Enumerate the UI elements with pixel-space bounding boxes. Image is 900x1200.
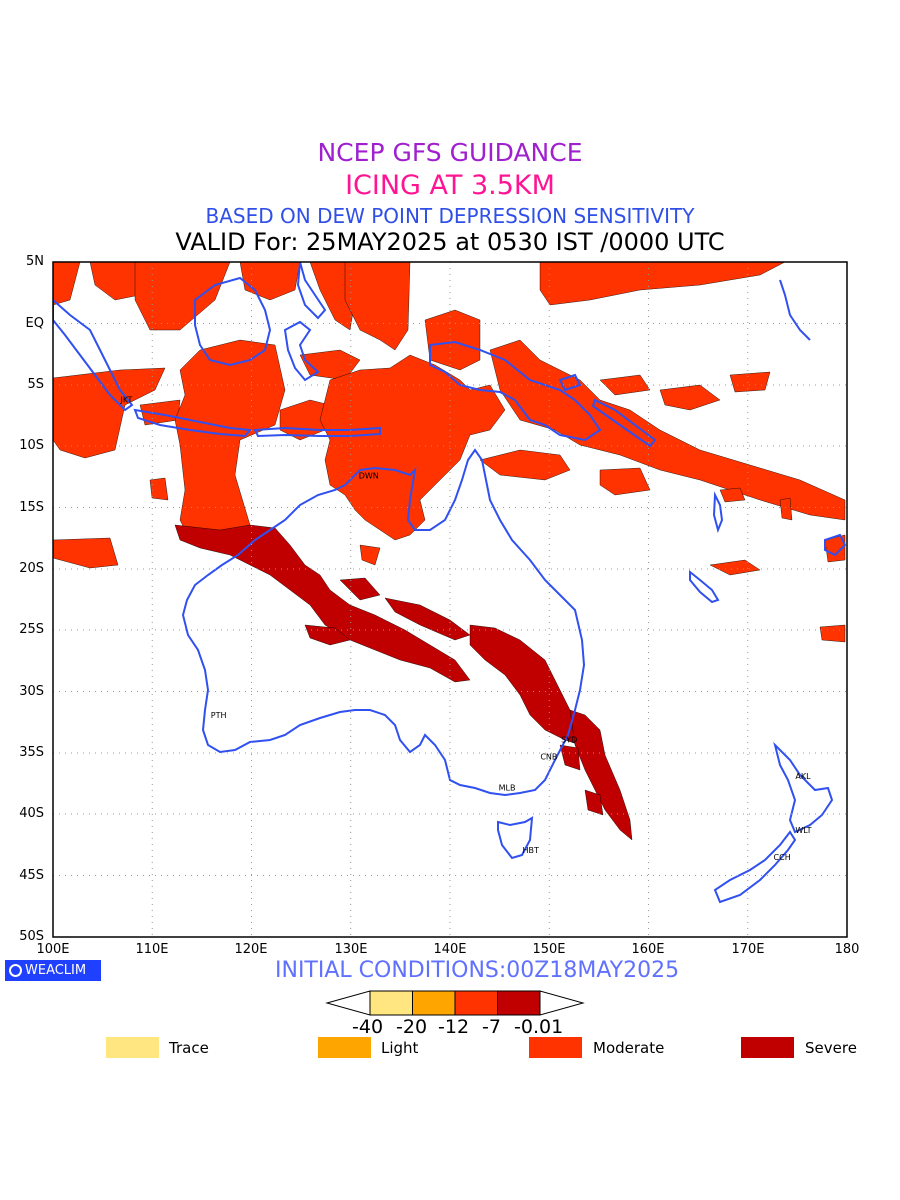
title-product: ICING AT 3.5KM (345, 170, 555, 201)
legend-label-moderate: Moderate (593, 1039, 665, 1057)
lat-label-35s: 35S (19, 745, 44, 760)
lat-label-15s: 15S (19, 500, 44, 515)
weaclim-logo[interactable]: WEACLIM (5, 960, 101, 981)
lat-label-eq: EQ (25, 316, 44, 331)
colorbar-swatch-light (412, 990, 456, 1016)
lat-label-20s: 20S (19, 561, 44, 576)
moderate-icing-areas (53, 262, 846, 643)
lat-label-45s: 45S (19, 868, 44, 883)
lon-label-100e: 100E (36, 942, 70, 957)
colorbar-swatch-moderate (454, 990, 498, 1016)
colorbar-tick-3: -12 (438, 1016, 470, 1038)
station-label-pth: PTH (211, 711, 227, 720)
station-label-cnb: CNB (540, 753, 557, 762)
colorbar-swatch-severe (497, 990, 541, 1016)
lat-label-40s: 40S (19, 806, 44, 821)
lat-label-30s: 30S (19, 684, 44, 699)
lon-label-130e: 130E (334, 942, 368, 957)
title-model: NCEP GFS GUIDANCE (317, 138, 583, 167)
lon-label-150e: 150E (532, 942, 566, 957)
legend-label-severe: Severe (805, 1039, 857, 1057)
station-label-cch: CCH (774, 853, 791, 862)
lon-label-170e: 170E (731, 942, 765, 957)
copyright-icon (9, 964, 22, 977)
legend-swatch-severe (741, 1037, 794, 1058)
colorbar-left-arrow (325, 990, 371, 1016)
station-labels: JKT DWN PTH SYD CNB MLB HBT AKL WLT CCH (119, 395, 811, 862)
colorbar (325, 990, 585, 1016)
lon-label-110e: 110E (135, 942, 169, 957)
severe-icing-areas (174, 524, 633, 841)
colorbar-tick-2: -20 (396, 1016, 428, 1038)
lat-label-10s: 10S (19, 438, 44, 453)
legend-swatch-moderate (529, 1037, 582, 1058)
legend-swatch-trace (106, 1037, 159, 1058)
station-label-wlt: WLT (795, 826, 811, 835)
lon-label-120e: 120E (234, 942, 268, 957)
station-label-akl: AKL (795, 772, 811, 781)
title-method: BASED ON DEW POINT DEPRESSION SENSITIVIT… (205, 204, 695, 228)
colorbar-tick-4: -7 (482, 1016, 501, 1038)
legend-label-light: Light (381, 1039, 419, 1057)
lon-label-180: 180 (834, 942, 860, 957)
colorbar-swatch-trace (369, 990, 413, 1016)
legend-label-trace: Trace (169, 1039, 209, 1057)
colorbar-tick-1: -40 (352, 1016, 384, 1038)
lat-label-5n: 5N (26, 254, 44, 269)
station-label-dwn: DWN (359, 472, 379, 481)
colorbar-right-arrow (539, 990, 585, 1016)
coastlines (53, 262, 847, 904)
station-label-hbt: HBT (522, 846, 539, 855)
lat-lon-grid (53, 262, 847, 937)
map-frame (52, 261, 848, 938)
station-label-mlb: MLB (499, 783, 516, 792)
title-valid-time: VALID For: 25MAY2025 at 0530 IST /0000 U… (175, 228, 725, 256)
lon-label-160e: 160E (631, 942, 665, 957)
initial-conditions: INITIAL CONDITIONS:00Z18MAY2025 (275, 958, 680, 983)
logo-text: WEACLIM (25, 963, 87, 978)
lat-label-5s: 5S (27, 377, 44, 392)
station-label-syd: SYD (561, 735, 577, 744)
lon-label-140e: 140E (433, 942, 467, 957)
lat-label-25s: 25S (19, 622, 44, 637)
station-label-jkt: JKT (119, 395, 132, 404)
legend-swatch-light (318, 1037, 371, 1058)
colorbar-tick-5: -0.01 (514, 1016, 564, 1038)
lat-label-50s: 50S (19, 929, 44, 944)
